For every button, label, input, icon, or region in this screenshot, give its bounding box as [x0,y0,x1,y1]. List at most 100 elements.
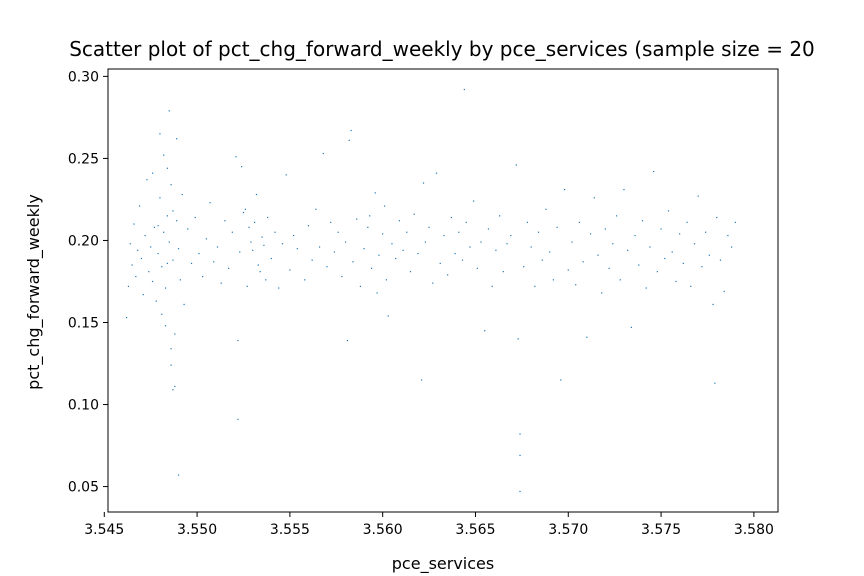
data-point [148,271,150,273]
data-point [333,251,336,253]
data-point [387,315,389,317]
data-point [447,274,449,276]
x-tick-label: 3.570 [548,522,588,538]
data-point [491,285,493,287]
data-point [179,279,181,281]
data-point [686,221,688,224]
data-point [630,326,632,329]
data-point [257,264,259,266]
data-point [172,389,174,391]
data-point [545,208,547,210]
data-point [697,195,699,197]
data-point [220,282,222,284]
y-axis-label: pct_chg_forward_weekly [24,194,44,390]
data-point [552,279,555,281]
data-point [166,167,168,169]
data-point [484,330,486,332]
x-axis: 3.545 3.550 3.555 3.560 3.565 3.570 3.575 3.580 [84,512,774,538]
data-point [428,226,430,228]
data-point [150,246,152,248]
data-point [480,241,482,243]
data-point [398,220,400,222]
data-point [530,246,532,248]
data-point [450,216,452,219]
data-point [421,379,423,381]
data-point [164,325,167,327]
data-point [731,246,733,248]
data-point [586,336,588,338]
data-point [296,248,298,250]
data-point [311,259,313,261]
data-point [627,249,629,251]
data-point [541,259,543,261]
data-point [370,267,373,269]
chart-title: Scatter plot of pct_chg_forward_weekly b… [69,37,815,61]
data-point [601,292,603,294]
data-point [140,257,143,260]
data-point [231,231,233,233]
data-point [194,216,196,219]
data-point [582,261,584,263]
data-point [422,182,425,184]
data-point [337,231,339,233]
data-point [318,246,321,248]
data-point [133,223,135,225]
data-point [131,264,133,266]
data-point [330,221,332,224]
data-point [519,490,521,493]
data-point [250,241,252,243]
data-point [263,244,265,246]
data-point [261,236,263,238]
data-point [363,248,365,250]
data-point [187,228,189,230]
data-point [198,252,200,255]
data-point [144,234,146,237]
data-point [138,205,141,207]
data-point [155,300,157,302]
data-point [151,172,154,174]
data-point [170,348,172,350]
data-point [151,280,154,283]
data-point [244,208,246,210]
data-point [170,184,172,186]
data-point [172,210,174,212]
data-point [135,275,137,278]
data-point [352,261,354,263]
data-point [578,221,581,224]
data-point [350,129,352,132]
data-point [248,226,250,228]
data-point [168,241,170,243]
data-point [304,279,306,281]
data-point [593,197,595,199]
data-point [567,269,569,271]
y-tick-label: 0.20 [68,233,99,249]
y-tick-label: 0.30 [68,69,99,85]
data-point [604,228,606,230]
x-tick-label: 3.580 [734,522,774,538]
data-point [615,215,618,217]
data-point [556,226,558,228]
y-tick-label: 0.15 [68,315,99,331]
data-point [495,249,497,251]
data-point [473,200,475,202]
data-point [395,257,397,260]
data-point [391,243,393,245]
data-point [146,179,148,181]
data-point [443,234,445,237]
x-tick-label: 3.565 [455,522,495,538]
data-point [153,226,155,228]
data-point [383,205,386,207]
y-tick-label: 0.25 [68,151,99,167]
data-point [549,251,551,253]
data-point [348,139,350,141]
data-point [406,231,408,233]
data-point [454,252,456,255]
data-point [205,238,207,240]
data-point [378,254,380,256]
data-point [202,275,204,278]
data-point [608,267,610,269]
data-points [125,88,736,493]
data-point [641,220,644,222]
data-point [560,379,562,381]
data-point [176,220,178,222]
